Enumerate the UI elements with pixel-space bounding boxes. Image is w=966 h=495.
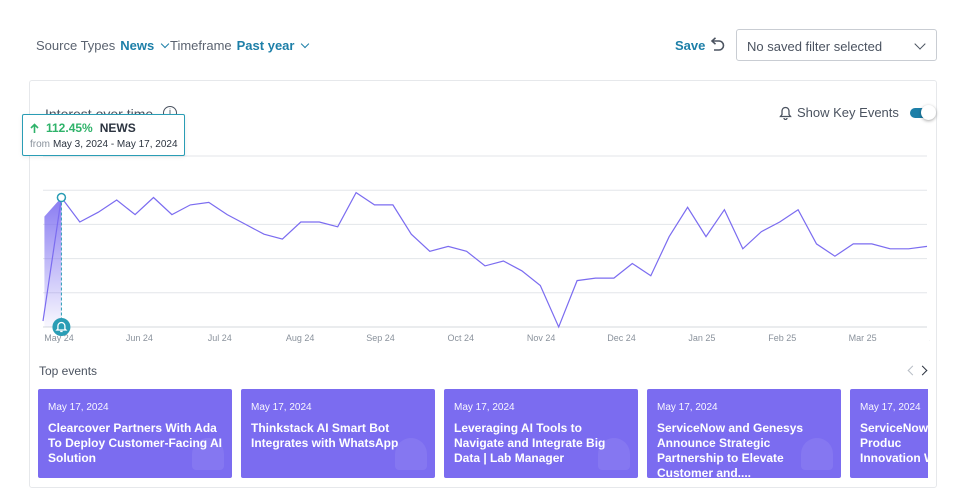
timeframe-label: Timeframe xyxy=(170,38,232,53)
bell-icon xyxy=(801,438,833,470)
tooltip-source: NEWS xyxy=(99,121,136,135)
saved-filter-select[interactable]: No saved filter selected xyxy=(736,29,937,61)
event-date: May 17, 2024 xyxy=(48,402,109,413)
tooltip-from-label: from xyxy=(30,139,50,150)
x-tick-label: Oct 24 xyxy=(448,333,475,343)
top-events-heading: Top events xyxy=(39,364,98,378)
source-types-label: Source Types xyxy=(36,38,116,53)
tooltip-change: 112.45% xyxy=(46,121,93,135)
highlight-point[interactable] xyxy=(56,192,67,203)
bell-icon xyxy=(395,438,427,470)
source-types-value[interactable]: News xyxy=(120,38,155,53)
x-tick-label: Nov 24 xyxy=(527,333,556,343)
event-card[interactable]: May 17, 2024 Leveraging AI Tools to Navi… xyxy=(444,389,638,478)
x-tick-label: Aug 24 xyxy=(286,333,315,343)
event-date: May 17, 2024 xyxy=(860,402,921,413)
interest-card xyxy=(29,80,937,488)
series-line xyxy=(42,191,928,329)
source-types-filter[interactable]: Source Types News xyxy=(36,38,170,53)
event-date: May 17, 2024 xyxy=(454,402,515,413)
event-title: ServiceNow and Genesys Announce Strategi… xyxy=(657,421,804,478)
x-tick-label: Jun 24 xyxy=(126,333,153,343)
key-event-marker[interactable] xyxy=(52,318,71,336)
event-title: Clearcover Partners With Ada To Deploy C… xyxy=(48,421,223,465)
x-tick-label: Jan 25 xyxy=(688,333,715,343)
save-button[interactable]: Save xyxy=(675,38,706,53)
x-tick-label: Jul 24 xyxy=(208,333,232,343)
x-tick-label: May 24 xyxy=(44,333,74,343)
saved-filter-placeholder: No saved filter selected xyxy=(747,39,883,54)
chevron-down-icon[interactable] xyxy=(301,39,310,49)
key-event-marker-bg[interactable] xyxy=(52,318,71,336)
x-tick-label: Feb 25 xyxy=(768,333,796,343)
arrow-up-icon xyxy=(30,122,39,133)
filter-bar: Source Types News Timeframe Past year Sa… xyxy=(0,0,966,80)
event-date: May 17, 2024 xyxy=(657,402,718,413)
event-card[interactable]: May 17, 2024 Thinkstack AI Smart Bot Int… xyxy=(241,389,435,478)
toggle-switch[interactable] xyxy=(909,104,936,120)
chart-grid xyxy=(43,155,927,328)
event-title: Leveraging AI Tools to Navigate and Inte… xyxy=(454,421,606,465)
bell-icon xyxy=(55,321,68,333)
timeframe-value[interactable]: Past year xyxy=(236,38,295,53)
x-tick-label: Mar 25 xyxy=(849,333,877,343)
event-card[interactable]: May 17, 2024 Clearcover Partners With Ad… xyxy=(38,389,232,478)
event-date: May 17, 2024 xyxy=(251,402,312,413)
show-key-events-toggle[interactable]: Show Key Events xyxy=(779,104,936,120)
bell-icon xyxy=(779,106,792,120)
events-carousel: May 17, 2024 Clearcover Partners With Ad… xyxy=(38,389,928,479)
toggle-knob[interactable] xyxy=(920,104,936,120)
event-title: Thinkstack AI Smart Bot Integrates with … xyxy=(251,421,399,450)
bell-icon xyxy=(192,438,224,470)
chevron-down-icon[interactable] xyxy=(160,39,170,49)
x-tick-label: Sep 24 xyxy=(366,333,395,343)
bell-icon xyxy=(598,438,630,470)
chart-tooltip: 112.45% NEWS from May 3, 2024 - May 17, 2… xyxy=(22,114,185,156)
x-tick-label: Dec 24 xyxy=(607,333,636,343)
undo-icon[interactable] xyxy=(707,34,727,54)
event-card[interactable]: May 17, 2024 ServiceNow wide Produc Inno… xyxy=(850,389,928,478)
chevron-down-icon[interactable] xyxy=(914,38,926,50)
show-key-events-label: Show Key Events xyxy=(797,105,899,120)
interest-chart: May 24 Jun 24 Jul 24 Aug 24 Sep 24 Oct 24 Nov … xyxy=(42,155,930,343)
tooltip-range: May 3, 2024 - May 17, 2024 xyxy=(53,139,178,150)
timeframe-filter[interactable]: Timeframe Past year xyxy=(170,38,310,53)
x-axis: May 24 Jun 24 Jul 24 Aug 24 Sep 24 Oct 24 Nov … xyxy=(44,333,930,343)
event-card[interactable]: May 17, 2024 ServiceNow and Genesys Anno… xyxy=(647,389,841,478)
event-title: ServiceNow wide Produc Innovation W xyxy=(860,421,928,465)
